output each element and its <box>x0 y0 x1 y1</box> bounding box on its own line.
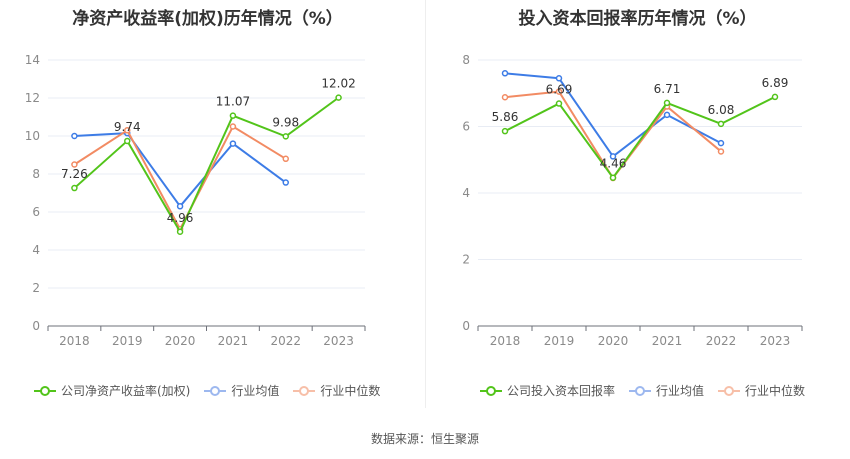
x-tick-label: 2018 <box>490 334 521 348</box>
x-tick-label: 2023 <box>760 334 791 348</box>
x-tick-label: 2019 <box>544 334 575 348</box>
legend-item-company[interactable]: 公司投入资本回报率 <box>480 382 615 399</box>
data-label: 9.74 <box>114 120 141 134</box>
data-point <box>501 70 509 77</box>
x-tick-label: 2023 <box>323 334 354 348</box>
data-label: 7.26 <box>61 167 88 181</box>
data-point <box>663 99 671 107</box>
data-point <box>71 132 78 140</box>
data-point <box>71 161 78 168</box>
data-point <box>717 120 725 128</box>
y-tick-label: 4 <box>462 186 470 200</box>
roe-legend: 公司净资产收益率(加权) 行业均值 行业中位数 <box>34 382 394 399</box>
legend-label: 行业中位数 <box>320 384 381 398</box>
data-point <box>771 93 779 101</box>
data-point <box>717 148 725 155</box>
legend-item-industry-average[interactable]: 行业均值 <box>204 382 279 399</box>
data-label: 12.02 <box>321 77 355 91</box>
y-tick-label: 8 <box>462 53 470 67</box>
chart-divider <box>425 0 426 408</box>
legend-item-industry-median[interactable]: 行业中位数 <box>718 382 805 399</box>
chart-title-roic: 投入资本回报率历年情况（%） <box>518 9 757 29</box>
roic-line-chart: 0 2 4 6 8 2018 2019 2020 2021 2022 2023 5.86 6.69 4.4… <box>462 53 803 348</box>
data-label: 9.98 <box>272 115 299 129</box>
x-tick-label: 2022 <box>706 334 737 348</box>
data-point <box>609 174 617 181</box>
y-tick-label: 2 <box>32 281 40 295</box>
y-tick-label: 8 <box>32 167 40 181</box>
y-tick-label: 0 <box>32 319 40 333</box>
x-tick-label: 2022 <box>270 334 301 348</box>
data-point <box>229 140 237 147</box>
legend-label: 行业均值 <box>231 384 280 398</box>
data-label: 6.89 <box>762 76 789 90</box>
data-label: 6.08 <box>708 103 735 117</box>
legend-line-marker <box>293 385 316 396</box>
data-point <box>501 93 509 101</box>
data-point <box>176 228 184 236</box>
data-label: 4.46 <box>600 157 627 171</box>
y-tick-label: 2 <box>462 253 470 267</box>
data-label: 6.69 <box>546 83 573 97</box>
legend-line-marker <box>480 385 502 396</box>
data-point <box>609 153 617 160</box>
legend-label: 行业中位数 <box>745 384 806 398</box>
legend-item-company[interactable]: 公司净资产收益率(加权) <box>34 382 190 399</box>
data-label: 11.07 <box>216 95 250 109</box>
data-label: 5.86 <box>492 110 519 124</box>
legend-label: 公司投入资本回报率 <box>507 384 616 398</box>
data-source-note: 数据来源：恒生聚源 <box>370 432 479 446</box>
y-tick-label: 10 <box>25 129 40 143</box>
legend-line-marker <box>629 385 652 396</box>
legend-line-marker <box>718 385 741 396</box>
data-point <box>124 127 131 134</box>
legend-label: 公司净资产收益率(加权) <box>61 384 191 398</box>
x-tick-label: 2019 <box>112 334 143 348</box>
data-point <box>555 100 563 107</box>
legend-line-marker <box>204 385 227 396</box>
x-tick-label: 2018 <box>59 334 90 348</box>
data-point <box>282 179 289 186</box>
data-point <box>717 139 725 147</box>
data-point <box>335 94 342 101</box>
data-point <box>124 137 131 145</box>
data-point <box>663 111 671 119</box>
x-tick-label: 2020 <box>165 334 196 348</box>
data-point <box>501 127 509 135</box>
data-point <box>229 112 237 119</box>
y-tick-label: 0 <box>462 319 470 333</box>
data-label: 6.71 <box>654 82 681 96</box>
roic-legend: 公司投入资本回报率 行业均值 行业中位数 <box>480 382 819 399</box>
x-tick-label: 2021 <box>218 334 249 348</box>
roe-line-chart: 0 2 4 6 8 10 12 14 2018 2019 2020 2021 2022 2023 7.26 9… <box>25 53 366 348</box>
data-point <box>555 75 563 82</box>
y-tick-label: 4 <box>32 243 40 257</box>
data-point <box>282 155 289 163</box>
data-point <box>71 184 78 192</box>
series-line <box>73 96 340 233</box>
y-tick-label: 6 <box>32 205 40 219</box>
y-tick-label: 12 <box>25 91 40 105</box>
y-tick-label: 6 <box>462 120 470 134</box>
legend-label: 行业均值 <box>656 384 705 398</box>
data-label: 4.96 <box>167 211 194 225</box>
y-tick-label: 14 <box>25 53 40 67</box>
chart-title-roe: 净资产收益率(加权)历年情况（%） <box>72 9 343 29</box>
legend-item-industry-average[interactable]: 行业均值 <box>629 382 704 399</box>
legend-item-industry-median[interactable]: 行业中位数 <box>293 382 380 399</box>
legend-line-marker <box>34 385 56 396</box>
data-point <box>229 123 237 130</box>
data-point <box>555 88 563 95</box>
x-tick-label: 2021 <box>652 334 683 348</box>
data-point <box>282 133 289 140</box>
data-point <box>176 203 184 210</box>
series-line <box>504 96 776 179</box>
x-tick-label: 2020 <box>598 334 629 348</box>
